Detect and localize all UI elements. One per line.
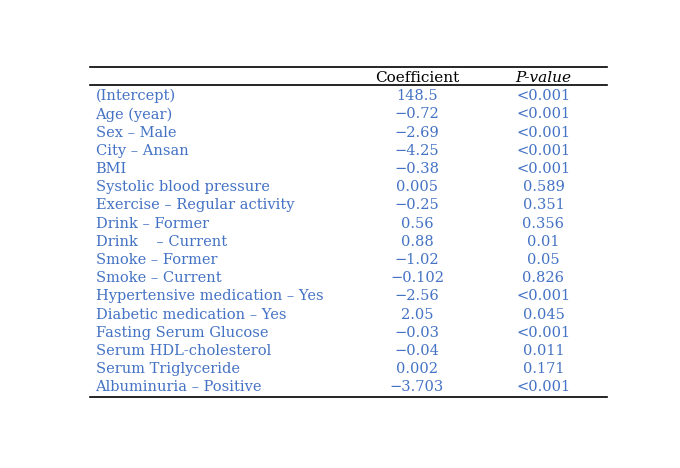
Text: −0.03: −0.03 (394, 326, 439, 340)
Text: 0.826: 0.826 (522, 271, 564, 285)
Text: <0.001: <0.001 (516, 380, 571, 395)
Text: −4.25: −4.25 (394, 144, 439, 158)
Text: Age (year): Age (year) (95, 107, 173, 122)
Text: 0.002: 0.002 (396, 362, 438, 376)
Text: Fasting Serum Glucose: Fasting Serum Glucose (95, 326, 268, 340)
Text: Serum HDL-cholesterol: Serum HDL-cholesterol (95, 344, 271, 358)
Text: 0.356: 0.356 (522, 217, 564, 231)
Text: 0.171: 0.171 (523, 362, 564, 376)
Text: (Intercept): (Intercept) (95, 89, 175, 103)
Text: −0.38: −0.38 (394, 162, 439, 176)
Text: Smoke – Current: Smoke – Current (95, 271, 221, 285)
Text: <0.001: <0.001 (516, 125, 571, 139)
Text: <0.001: <0.001 (516, 89, 571, 103)
Text: −0.04: −0.04 (394, 344, 439, 358)
Text: Systolic blood pressure: Systolic blood pressure (95, 180, 269, 194)
Text: Albuminuria – Positive: Albuminuria – Positive (95, 380, 262, 395)
Text: Smoke – Former: Smoke – Former (95, 253, 217, 267)
Text: −2.69: −2.69 (394, 125, 439, 139)
Text: <0.001: <0.001 (516, 289, 571, 303)
Text: 0.351: 0.351 (523, 198, 564, 212)
Text: <0.001: <0.001 (516, 107, 571, 121)
Text: <0.001: <0.001 (516, 144, 571, 158)
Text: P-value: P-value (515, 71, 571, 85)
Text: 0.05: 0.05 (527, 253, 560, 267)
Text: Coefficient: Coefficient (375, 71, 459, 85)
Text: 0.56: 0.56 (401, 217, 433, 231)
Text: Exercise – Regular activity: Exercise – Regular activity (95, 198, 294, 212)
Text: 148.5: 148.5 (396, 89, 438, 103)
Text: 0.589: 0.589 (522, 180, 564, 194)
Text: Drink    – Current: Drink – Current (95, 235, 226, 249)
Text: −0.102: −0.102 (390, 271, 444, 285)
Text: 0.005: 0.005 (396, 180, 438, 194)
Text: Sex – Male: Sex – Male (95, 125, 176, 139)
Text: −3.703: −3.703 (390, 380, 444, 395)
Text: 0.045: 0.045 (522, 307, 564, 322)
Text: 2.05: 2.05 (401, 307, 433, 322)
Text: Diabetic medication – Yes: Diabetic medication – Yes (95, 307, 286, 322)
Text: 0.88: 0.88 (401, 235, 433, 249)
Text: Serum Triglyceride: Serum Triglyceride (95, 362, 239, 376)
Text: −1.02: −1.02 (394, 253, 439, 267)
Text: Drink – Former: Drink – Former (95, 217, 209, 231)
Text: <0.001: <0.001 (516, 162, 571, 176)
Text: City – Ansan: City – Ansan (95, 144, 188, 158)
Text: 0.011: 0.011 (523, 344, 564, 358)
Text: −2.56: −2.56 (394, 289, 439, 303)
Text: −0.25: −0.25 (394, 198, 439, 212)
Text: 0.01: 0.01 (527, 235, 560, 249)
Text: Hypertensive medication – Yes: Hypertensive medication – Yes (95, 289, 323, 303)
Text: −0.72: −0.72 (394, 107, 439, 121)
Text: BMI: BMI (95, 162, 126, 176)
Text: <0.001: <0.001 (516, 326, 571, 340)
